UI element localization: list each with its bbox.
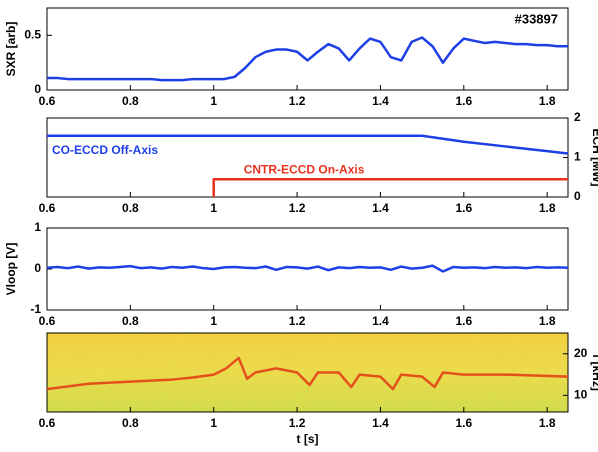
x-tick-label: 1.2 — [289, 94, 306, 108]
x-tick-label: 1 — [210, 314, 217, 328]
x-axis-label: t [s] — [297, 432, 319, 446]
x-tick-label: 0.8 — [122, 416, 139, 430]
x-tick-label: 1.2 — [289, 416, 306, 430]
x-tick-label: 1.4 — [372, 416, 389, 430]
y-tick-label: 1 — [574, 150, 581, 164]
x-tick-label: 1.2 — [289, 314, 306, 328]
y-axis-label: SXR [arb] — [4, 22, 18, 77]
series-label: CNTR-ECCD On-Axis — [244, 162, 365, 176]
x-tick-label: 1.2 — [289, 201, 306, 215]
x-tick-label: 1.6 — [455, 416, 472, 430]
x-tick-label: 1.4 — [372, 94, 389, 108]
y-axis-label: Vloop [V] — [4, 243, 18, 296]
x-tick-label: 0.6 — [39, 314, 56, 328]
y-tick-label: 0 — [34, 82, 41, 96]
y-tick-label: 20 — [574, 346, 588, 360]
x-tick-label: 0.6 — [39, 94, 56, 108]
y-tick-label: 10 — [574, 388, 588, 402]
x-tick-label: 1.6 — [455, 201, 472, 215]
x-tick-label: 1 — [210, 201, 217, 215]
series-line — [46, 356, 569, 391]
plot-frame — [46, 332, 569, 413]
series-line — [212, 177, 568, 197]
annotation: #33897 — [515, 11, 558, 26]
x-tick-label: 0.8 — [122, 314, 139, 328]
y-tick-label: 0 — [34, 261, 41, 275]
x-tick-label: 1.4 — [372, 314, 389, 328]
x-tick-label: 0.8 — [122, 94, 139, 108]
plot-frame — [46, 7, 569, 91]
series-label: CO-ECCD Off-Axis — [52, 143, 158, 157]
x-tick-label: 0.6 — [39, 416, 56, 430]
y-tick-label: -1 — [30, 302, 41, 316]
x-tick-label: 1 — [210, 416, 217, 430]
x-tick-label: 1.6 — [455, 94, 472, 108]
series-line — [47, 134, 569, 155]
x-tick-label: 1 — [210, 94, 217, 108]
x-tick-label: 0.6 — [39, 201, 56, 215]
x-tick-label: 1.8 — [539, 416, 556, 430]
series-line — [46, 264, 569, 273]
x-tick-label: 1.6 — [455, 314, 472, 328]
x-tick-label: 1.4 — [372, 201, 389, 215]
series-line — [47, 36, 568, 82]
y-tick-label: 0.5 — [24, 28, 41, 42]
spectrogram-noise — [47, 333, 568, 412]
y-tick-label: 0 — [574, 189, 581, 203]
x-tick-label: 1.8 — [539, 94, 556, 108]
plot-frame — [46, 117, 569, 198]
y-axis-label: f [kHz] — [590, 354, 598, 391]
x-tick-label: 0.8 — [122, 201, 139, 215]
y-tick-label: 1 — [34, 220, 41, 234]
x-tick-label: 1.8 — [539, 314, 556, 328]
x-tick-label: 1.8 — [539, 201, 556, 215]
y-axis-label: ECH [MW] — [590, 129, 598, 187]
y-tick-label: 2 — [574, 110, 581, 124]
